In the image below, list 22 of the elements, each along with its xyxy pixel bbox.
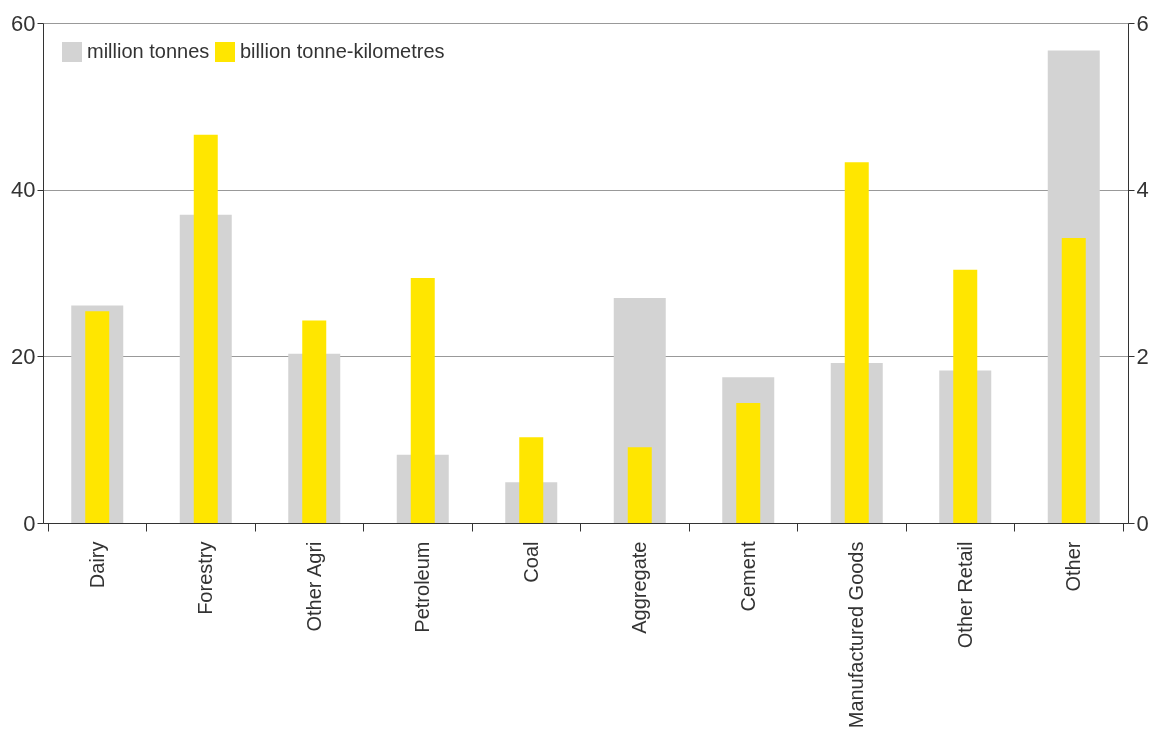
x-tick-label: Aggregate (628, 541, 651, 634)
x-tick-label: Petroleum (411, 541, 434, 633)
x-tick-label: Manufactured Goods (845, 541, 868, 729)
x-tick-label: Coal (519, 541, 542, 583)
legend-label: billion tonne-kilometres (240, 40, 445, 62)
x-tick-label: Forestry (194, 541, 217, 615)
y-tick-label: 0 (23, 510, 36, 536)
legend-label: million tonnes (87, 40, 210, 62)
x-tick-label: Other Agri (302, 541, 325, 632)
y2-tick-label: 2 (1136, 343, 1149, 369)
x-tick-label: Cement (736, 541, 759, 612)
x-tick-label: Other Retail (953, 541, 976, 649)
x-tick-label: Other (1062, 541, 1085, 592)
y-tick-label: 40 (11, 177, 36, 203)
y2-tick-label: 6 (1136, 10, 1149, 36)
bar (627, 447, 652, 523)
y-tick-label: 20 (11, 343, 36, 369)
y-tick-label: 60 (11, 10, 36, 36)
y2-tick-label: 0 (1136, 510, 1149, 536)
x-tick-label: Dairy (85, 541, 108, 589)
y2-tick-label: 4 (1136, 177, 1149, 203)
bar (1061, 238, 1086, 523)
